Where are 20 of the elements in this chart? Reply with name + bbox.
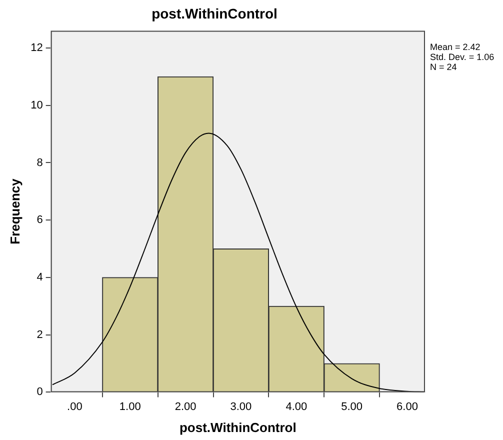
y-tick-label: 4 xyxy=(36,272,43,284)
text: Std. Dev. = 1.06 xyxy=(430,52,494,62)
y-tick-label: 12 xyxy=(30,42,43,54)
chart-title: post.WithinControl xyxy=(152,5,278,22)
text: Mean = 2.42 xyxy=(430,42,482,52)
x-tick-label: 6.00 xyxy=(396,400,418,413)
x-tick-label: 3.00 xyxy=(230,400,252,413)
x-tick-label: 4.00 xyxy=(286,400,308,413)
y-tick-label: 10 xyxy=(30,99,43,112)
x-tick-label: .00 xyxy=(67,400,82,413)
x-tick-label: 2.00 xyxy=(174,400,196,413)
y-tick-label: 0 xyxy=(36,386,43,398)
y-tick-label: 8 xyxy=(36,156,43,169)
y-tick-label: 6 xyxy=(36,214,43,226)
y-axis-title: Frequency xyxy=(7,178,22,244)
y-tick-label: 2 xyxy=(36,328,43,341)
x-tick-label: 1.00 xyxy=(119,400,141,413)
text: N = 24 xyxy=(430,62,458,72)
x-tick-label: 5.00 xyxy=(341,400,363,413)
x-axis-title: post.WithinControl xyxy=(179,420,296,435)
